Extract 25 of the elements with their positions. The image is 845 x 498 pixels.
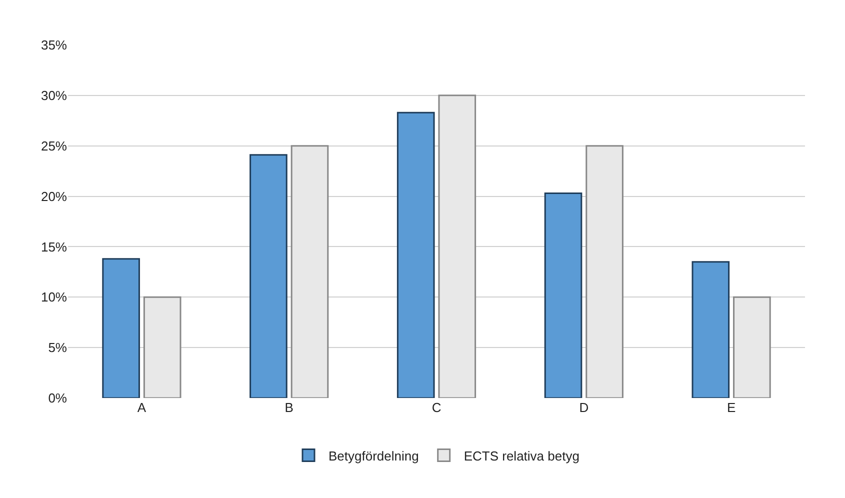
bar	[544, 192, 582, 398]
y-tick-label: 30%	[40, 88, 68, 103]
y-tick-label: 20%	[40, 188, 68, 204]
bar	[102, 258, 140, 398]
y-tick-label: 5%	[48, 340, 68, 356]
legend-label: ECTS relativa betyg	[464, 448, 580, 464]
bar	[733, 296, 771, 398]
y-tick-label: 35%	[40, 38, 68, 53]
y-tick-label: 10%	[40, 290, 68, 305]
y-tick-label: 25%	[40, 138, 68, 154]
legend-label: Betygfördelning	[328, 448, 419, 464]
bar	[396, 112, 435, 398]
bar	[290, 145, 329, 398]
bar	[586, 145, 624, 398]
x-tick-label: E	[726, 400, 736, 415]
bar	[250, 154, 288, 398]
y-tick-label: 15%	[40, 239, 68, 254]
x-tick-label: D	[579, 400, 589, 415]
bar	[143, 296, 182, 398]
y-tick-label: 0%	[48, 390, 68, 406]
bar	[438, 94, 476, 398]
x-tick-label: C	[432, 400, 442, 415]
x-tick-label: A	[137, 400, 146, 415]
bar	[692, 261, 730, 398]
x-tick-label: B	[284, 400, 294, 415]
